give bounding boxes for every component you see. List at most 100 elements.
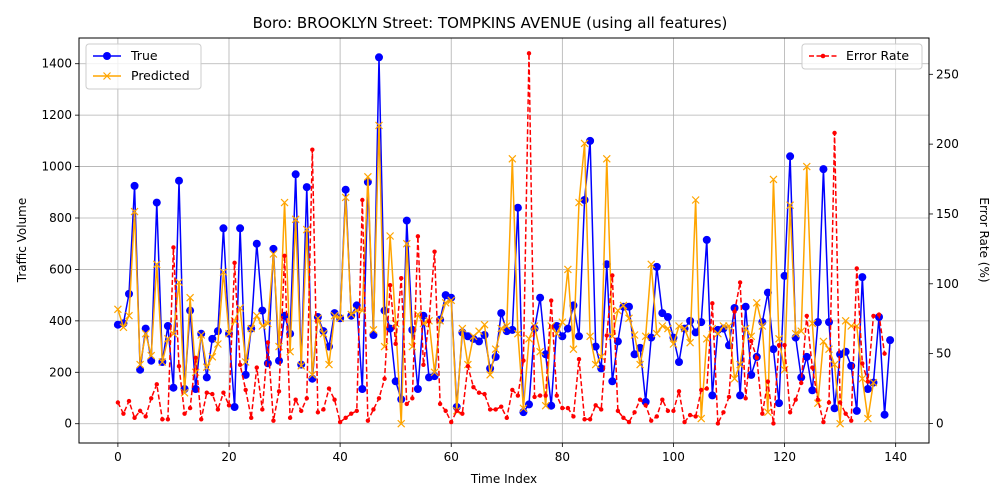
- error-point: [132, 415, 137, 421]
- error-point: [504, 415, 509, 421]
- true-point: [702, 235, 711, 244]
- true-point: [369, 331, 378, 339]
- predicted-point: [197, 331, 206, 339]
- error-point: [393, 341, 398, 347]
- predicted-point: [830, 360, 839, 369]
- predicted-point: [536, 347, 545, 356]
- true-point: [563, 324, 572, 333]
- predicted-point: [597, 352, 606, 361]
- error-point: [682, 419, 687, 425]
- predicted-point: [191, 368, 200, 377]
- true-point: [647, 333, 656, 342]
- true-point: [302, 183, 311, 192]
- predicted-point: [541, 401, 550, 410]
- error-point: [637, 397, 643, 402]
- error-point: [232, 260, 237, 266]
- error-point: [804, 313, 809, 319]
- predicted-point: [808, 319, 817, 328]
- x-tick-label: 140: [884, 450, 907, 464]
- error-point: [754, 355, 759, 361]
- predicted-point: [552, 329, 561, 338]
- true-point: [213, 327, 222, 336]
- error-point: [371, 407, 376, 412]
- predicted-point: [525, 334, 533, 343]
- error-point: [310, 147, 315, 152]
- error-point: [321, 407, 326, 412]
- predicted-point: [497, 324, 506, 333]
- true-point: [358, 385, 367, 393]
- true-point: [163, 322, 172, 330]
- true-point: [169, 383, 178, 392]
- error-point: [549, 298, 554, 303]
- error-point: [437, 401, 443, 407]
- true-point: [808, 386, 817, 395]
- error-point: [837, 400, 843, 405]
- true-point: [275, 356, 283, 365]
- predicted-point: [513, 329, 522, 338]
- predicted-point: [763, 408, 772, 417]
- true-point: [786, 152, 795, 161]
- predicted-point: [630, 331, 639, 339]
- error-point: [126, 398, 132, 404]
- true-point: [841, 347, 850, 356]
- true-point: [391, 377, 400, 386]
- true-point: [847, 361, 856, 370]
- predicted-point: [725, 322, 733, 330]
- y2-tick-label: 100: [936, 277, 959, 291]
- predicted-point: [347, 310, 356, 319]
- error-point: [676, 389, 682, 394]
- error-point: [243, 387, 248, 393]
- error-point: [332, 397, 337, 402]
- predicted-point: [691, 196, 700, 204]
- error-point: [421, 362, 426, 367]
- predicted-point: [747, 332, 756, 341]
- predicted-point: [786, 201, 795, 210]
- error-point: [432, 249, 437, 254]
- error-point: [465, 363, 471, 369]
- true-point: [825, 318, 833, 327]
- predicted-point: [269, 250, 278, 258]
- predicted-point: [752, 298, 761, 307]
- true-point: [691, 328, 700, 337]
- error-point: [382, 376, 387, 381]
- error-point: [593, 403, 598, 408]
- true-point: [219, 224, 228, 233]
- predicted-point: [397, 419, 406, 428]
- error-point: [271, 418, 276, 423]
- true-point: [341, 185, 350, 194]
- x-axis-label: Time Index: [470, 472, 537, 486]
- true-point: [536, 293, 545, 302]
- predicted-point: [341, 193, 350, 202]
- plot-frame: [78, 37, 930, 444]
- x-tick-label: 80: [555, 450, 570, 464]
- true-point: [413, 385, 422, 393]
- true-point: [775, 399, 783, 408]
- predicted-point: [602, 154, 611, 163]
- error-point: [249, 415, 254, 421]
- error-point: [560, 405, 565, 411]
- error-point: [299, 408, 304, 414]
- error-point: [787, 410, 793, 415]
- true-point: [308, 374, 317, 383]
- series-layer: [113, 51, 895, 428]
- true-point: [236, 224, 245, 233]
- y-tick-label: 1200: [41, 108, 72, 122]
- predicted-point: [713, 329, 722, 338]
- predicted-point: [647, 260, 656, 269]
- error-point: [343, 415, 348, 421]
- error-point: [476, 390, 482, 395]
- error-point: [554, 393, 559, 398]
- true-point: [147, 356, 156, 365]
- true-point: [202, 373, 211, 382]
- error-point: [732, 309, 737, 314]
- error-point: [265, 340, 271, 345]
- error-point: [860, 361, 865, 366]
- error-point: [826, 400, 832, 405]
- y2-tick-label: 0: [936, 416, 944, 430]
- predicted-point: [697, 414, 706, 423]
- error-point: [571, 414, 576, 419]
- predicted-point: [580, 139, 589, 148]
- error-point: [426, 319, 432, 324]
- predicted-point: [130, 207, 139, 216]
- error-point: [710, 301, 715, 306]
